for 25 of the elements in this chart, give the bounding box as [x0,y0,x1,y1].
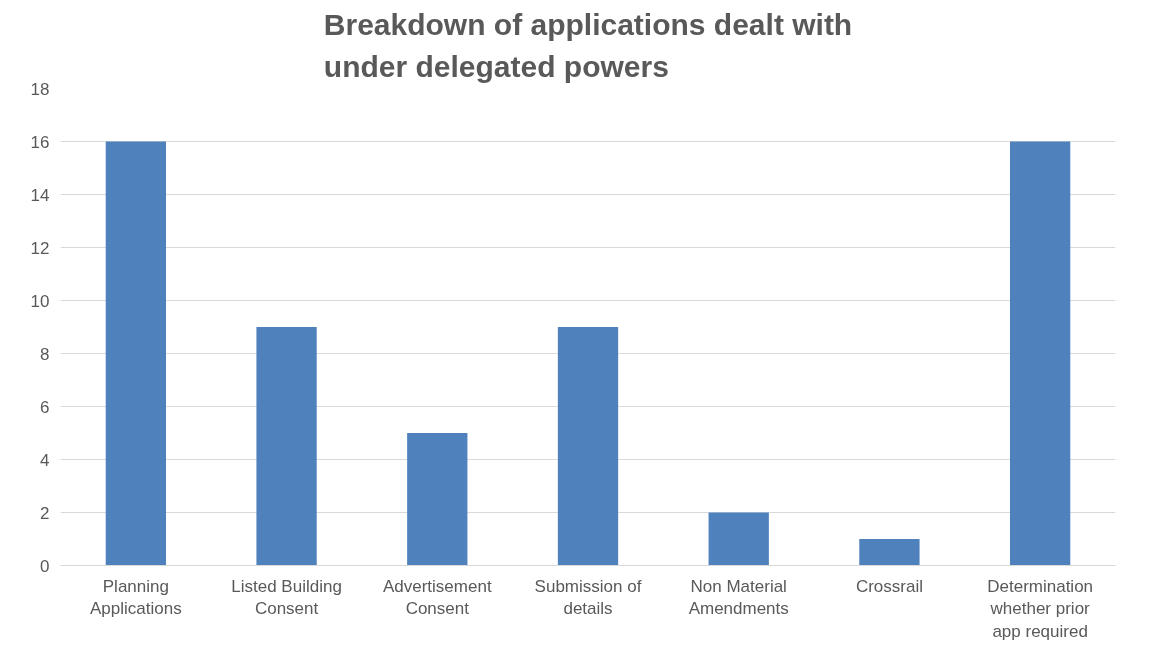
bar [557,327,619,566]
y-tick-label: 4 [40,450,50,470]
y-tick-label: 2 [40,503,50,523]
x-tick-label: Planning Applications [90,576,182,619]
y-tick-label: 6 [40,397,50,417]
y-tick-label: 16 [30,132,50,152]
x-tick-label: Crossrail [855,576,923,596]
x-tick-label: Advertisement Consent [382,576,492,619]
y-tick-label: 0 [40,556,50,576]
x-tick-label: Listed Building Consent [231,576,342,619]
y-tick-label: 12 [30,238,50,258]
bar [708,512,769,566]
chart-title: Breakdown of applications dealt with under delegated powers [323,7,853,84]
bar [859,539,920,566]
bar [256,327,317,566]
x-tick-label: Non Material Amendments [688,576,789,619]
y-tick-label: 8 [40,344,50,364]
bar [1010,141,1071,566]
y-tick-label: 18 [30,79,50,99]
bar [105,141,166,566]
x-tick-label: Determination whether prior app required [987,576,1094,642]
x-tick-label: Submission of details [534,576,642,619]
y-tick-label: 14 [30,185,50,205]
bar [407,433,468,566]
y-tick-label: 10 [30,291,50,311]
